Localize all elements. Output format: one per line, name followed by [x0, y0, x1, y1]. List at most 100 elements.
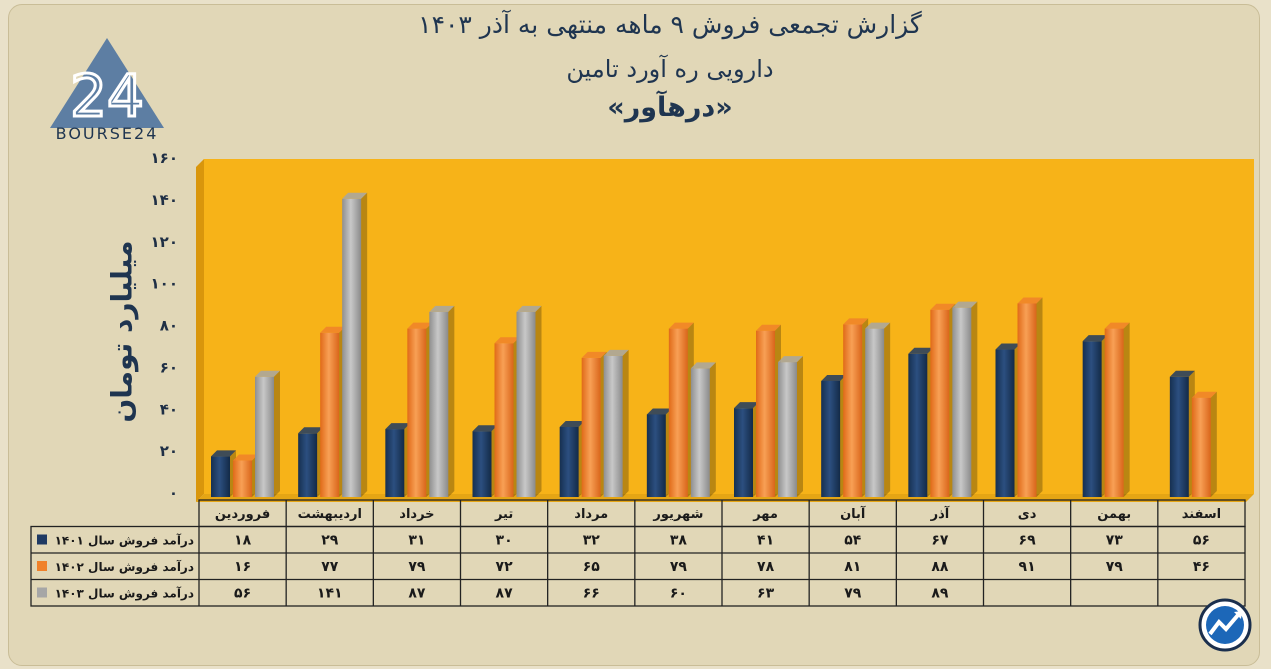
- bar-top: [952, 301, 978, 308]
- bar-top: [494, 337, 520, 344]
- bar-top: [385, 423, 411, 430]
- data-label: ۷۹: [670, 559, 688, 575]
- category-label: آبان: [840, 505, 866, 522]
- bar-top: [581, 351, 607, 358]
- bar-front: [865, 328, 885, 497]
- category-label: فروردین: [215, 507, 270, 522]
- bar-side: [361, 192, 368, 497]
- category-label: آذر: [930, 505, 950, 522]
- data-label: ۱۸: [234, 533, 252, 549]
- trend-logo-icon: [1198, 598, 1252, 652]
- data-label: ۵۴: [844, 533, 862, 549]
- data-label: ۷۸: [757, 559, 775, 575]
- bar-front: [821, 380, 841, 497]
- bar-top: [646, 408, 672, 415]
- bar-top: [995, 343, 1021, 350]
- bar-top: [1017, 297, 1043, 304]
- bar-front: [603, 355, 623, 497]
- category-label: اردیبهشت: [298, 507, 362, 522]
- bar-front: [756, 330, 775, 497]
- plot-area: [204, 159, 1254, 494]
- bar-side: [709, 362, 716, 497]
- bar: [646, 408, 672, 497]
- data-label: ۳۲: [583, 533, 601, 549]
- bar-top: [342, 192, 368, 199]
- category-label: دی: [1018, 507, 1037, 522]
- y-tick-label: ۱۰۰: [151, 275, 178, 293]
- bar-front: [908, 353, 928, 497]
- bar-side: [971, 301, 978, 497]
- bar-top: [516, 305, 542, 312]
- bar-side: [797, 356, 803, 497]
- data-label: ۹۱: [1019, 559, 1036, 575]
- bar: [603, 349, 629, 497]
- data-label: ۸۷: [496, 586, 514, 602]
- bar: [298, 427, 324, 497]
- bar: [756, 324, 781, 497]
- y-tick-label: ۴۰: [160, 400, 178, 418]
- bar-side: [622, 349, 629, 497]
- data-label: ۳۰: [496, 533, 513, 549]
- bar-front: [581, 357, 601, 497]
- legend-swatch: [37, 534, 47, 545]
- data-label: ۶۹: [1019, 533, 1037, 549]
- bar-side: [1036, 297, 1043, 497]
- data-label: ۱۴۱: [317, 586, 343, 602]
- bar-front: [320, 332, 340, 497]
- data-label: ۲۹: [321, 533, 339, 549]
- bar-top: [778, 356, 803, 363]
- data-label: ۷۳: [1106, 533, 1124, 549]
- data-label: ۴۱: [757, 533, 774, 549]
- y-tick-label: ۶۰: [160, 358, 178, 376]
- bar: [1082, 335, 1108, 497]
- bar: [1169, 370, 1195, 497]
- data-label: ۶۳: [757, 586, 775, 602]
- bar-side: [1210, 391, 1217, 497]
- chart-ticker: «درهآور»: [607, 92, 733, 123]
- bar: [930, 303, 956, 497]
- bar: [233, 454, 258, 497]
- data-label: ۸۸: [931, 559, 949, 575]
- bar: [494, 337, 520, 497]
- category-label: خرداد: [399, 507, 434, 522]
- bar-top: [320, 326, 346, 333]
- data-label: ۷۷: [321, 559, 339, 575]
- y-tick-label: ۱۶۰: [151, 149, 178, 167]
- bar-top: [603, 349, 629, 356]
- bar-side: [535, 305, 542, 497]
- bar: [407, 322, 433, 497]
- bar-front: [494, 343, 514, 497]
- bar-front: [472, 431, 492, 497]
- bar: [472, 425, 498, 497]
- bar-front: [1017, 303, 1037, 497]
- bar: [778, 356, 803, 497]
- bar: [429, 305, 455, 497]
- data-label: ۸۱: [844, 559, 861, 575]
- bar: [821, 374, 847, 497]
- bar-top: [930, 303, 956, 310]
- chart-title: گزارش تجمعی فروش ۹ ماهه منتهی به آذر ۱۴۰…: [418, 10, 922, 39]
- bar: [516, 305, 542, 497]
- bar-front: [407, 328, 427, 497]
- bar-front: [1082, 341, 1102, 497]
- bar-front: [952, 307, 972, 497]
- bar-top: [407, 322, 433, 329]
- category-label: تیر: [494, 507, 513, 522]
- bar-top: [1169, 370, 1195, 377]
- legend-label: درآمد فروش سال ۱۴۰۲: [55, 559, 194, 575]
- bar-top: [429, 305, 455, 312]
- category-label: بهمن: [1097, 507, 1131, 522]
- bar-top: [1191, 391, 1217, 398]
- bar-top: [1104, 322, 1130, 329]
- bar-side: [274, 370, 280, 497]
- bar-top: [843, 318, 869, 325]
- category-label: مهر: [752, 507, 778, 522]
- bar-front: [429, 311, 449, 497]
- bar-front: [1169, 376, 1189, 497]
- data-label: ۶۰: [670, 586, 687, 602]
- bar-side: [884, 322, 891, 497]
- bar: [995, 343, 1021, 497]
- bourse24-logo: 24: [50, 38, 164, 132]
- bar: [1191, 391, 1217, 497]
